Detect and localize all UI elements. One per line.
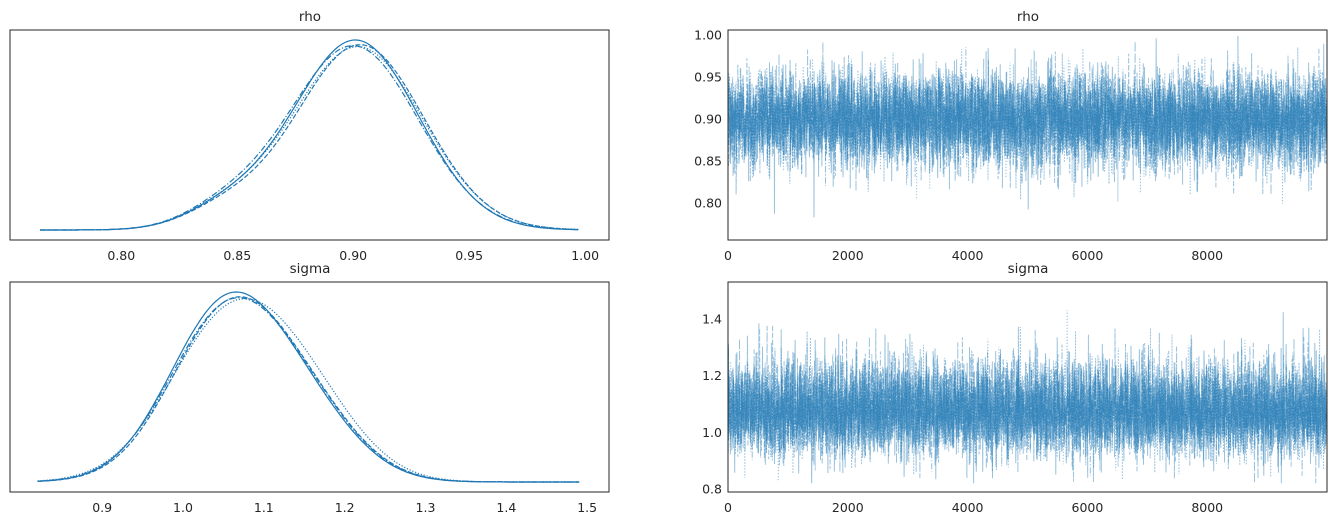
sigma-kde-xtick-label: 1.0 <box>173 500 193 515</box>
sigma-kde-title: sigma <box>290 261 331 277</box>
rho-kde-axes-frame <box>9 29 610 241</box>
sigma-kde-xtick-label: 1.5 <box>577 500 597 515</box>
rho-kde-line-solid <box>40 39 579 231</box>
sigma-trace-xtick-label: 8000 <box>1191 500 1223 515</box>
sigma-trace-chain-3 <box>728 325 1327 484</box>
sigma-kde-xtick-label: 1.2 <box>335 500 355 515</box>
sigma-kde-line-dashed <box>37 296 580 483</box>
rho-trace-axes-frame <box>727 29 1328 241</box>
sigma-trace-ytick-label: 1.4 <box>702 312 722 327</box>
sigma-kde-xtick-label: 1.1 <box>254 500 274 515</box>
rho-trace-xtick-label: 4000 <box>952 248 984 263</box>
rho-trace-ytick-label: 1.00 <box>694 28 722 43</box>
sigma-trace-chain-2 <box>728 310 1327 482</box>
sigma-trace-xtick-label: 4000 <box>952 500 984 515</box>
rho-trace-chain-3 <box>728 41 1327 195</box>
rho-kde-title: rho <box>299 9 321 25</box>
sigma-trace-ytick-label: 1.2 <box>702 368 722 383</box>
rho-trace-ytick-label: 0.80 <box>694 195 722 210</box>
sigma-trace-title: sigma <box>1008 261 1049 277</box>
sigma-trace-chain-1 <box>728 323 1327 483</box>
sigma-kde-axes-frame <box>9 281 610 493</box>
sigma-kde-xtick-label: 1.3 <box>416 500 436 515</box>
rho-trace-plot-area <box>728 35 1327 218</box>
rho-kde-line-dotted <box>40 46 579 231</box>
rho-kde-line-dashed <box>40 44 579 231</box>
sigma-kde-plot-area <box>37 291 580 483</box>
sigma-trace-xtick-label: 6000 <box>1072 500 1104 515</box>
rho-trace-ytick-label: 0.90 <box>694 111 722 126</box>
rho-kde-xtick-label: 0.95 <box>455 248 483 263</box>
rho-kde-panel: rho 0.80 0.85 0.90 0.95 1.00 <box>9 9 610 263</box>
rho-kde-xtick-label: 0.90 <box>339 248 367 263</box>
rho-trace-xtick-label: 8000 <box>1191 248 1223 263</box>
rho-trace-chain-0 <box>728 38 1327 218</box>
sigma-trace-ytick-label: 0.8 <box>702 481 722 496</box>
rho-trace-ytick-label: 0.85 <box>694 153 722 168</box>
sigma-trace-xtick-label: 0 <box>724 500 732 515</box>
sigma-trace-xtick-label: 2000 <box>832 500 864 515</box>
sigma-kde-panel: sigma 0.9 1.0 1.1 1.2 1.3 1.4 1.5 <box>9 261 610 515</box>
rho-trace-chain-2 <box>728 47 1327 204</box>
rho-trace-chain-1 <box>728 35 1327 195</box>
sigma-kde-line-solid <box>37 291 580 483</box>
sigma-trace-panel: sigma 0.8 1.0 1.2 1.4 0 2000 4000 6000 8000 <box>702 261 1328 515</box>
sigma-trace-plot-area <box>728 310 1327 484</box>
sigma-kde-xtick-label: 0.9 <box>92 500 112 515</box>
rho-trace-xtick-label: 6000 <box>1072 248 1104 263</box>
rho-kde-xtick-label: 1.00 <box>571 248 599 263</box>
rho-trace-xtick-label: 2000 <box>832 248 864 263</box>
sigma-kde-line-dashdot <box>37 297 580 483</box>
sigma-kde-xtick-label: 1.4 <box>496 500 516 515</box>
rho-kde-line-dashdot <box>40 45 579 231</box>
sigma-trace-axes-frame <box>727 281 1328 493</box>
rho-kde-xtick-label: 0.85 <box>223 248 251 263</box>
sigma-trace-ytick-label: 1.0 <box>702 425 722 440</box>
rho-trace-xtick-label: 0 <box>724 248 732 263</box>
rho-kde-plot-area <box>40 39 579 231</box>
rho-trace-ytick-label: 0.95 <box>694 69 722 84</box>
sigma-trace-chain-0 <box>728 312 1327 484</box>
rho-trace-panel: rho 0.80 0.85 0.90 0.95 1.00 0 2000 4000 6000 800… <box>694 9 1328 263</box>
rho-kde-xtick-label: 0.80 <box>107 248 135 263</box>
rho-trace-title: rho <box>1017 9 1039 25</box>
